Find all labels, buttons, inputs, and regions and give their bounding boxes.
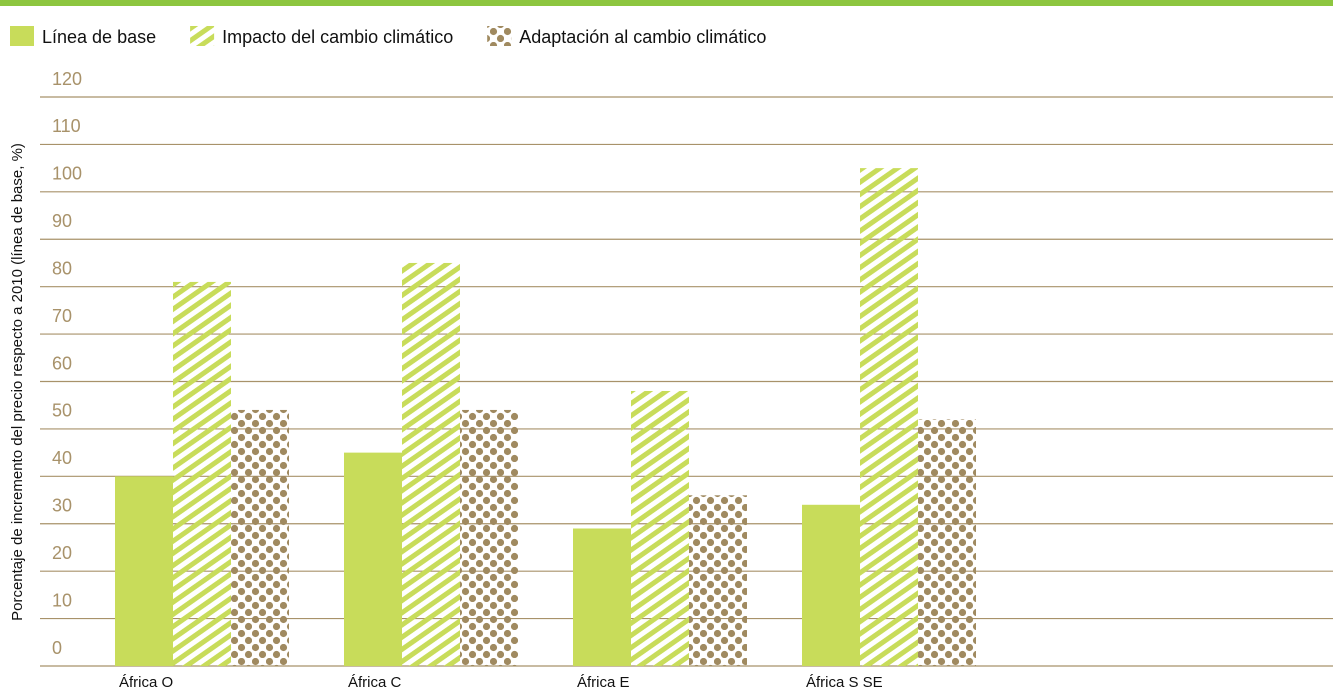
legend-swatch bbox=[487, 26, 512, 46]
y-axis-title: Porcentaje de incremento del precio resp… bbox=[9, 143, 26, 621]
legend-swatch bbox=[10, 26, 34, 46]
y-tick-label: 0 bbox=[52, 638, 62, 658]
bar bbox=[689, 495, 747, 666]
x-tick-label: África O bbox=[119, 674, 173, 691]
bar bbox=[918, 419, 976, 666]
x-tick-label: África E bbox=[577, 674, 630, 691]
bar bbox=[802, 504, 860, 666]
legend-swatch bbox=[190, 26, 215, 46]
x-tick-label: África S SE bbox=[806, 674, 883, 691]
y-tick-label: 110 bbox=[52, 116, 81, 136]
y-tick-label: 20 bbox=[52, 543, 72, 563]
bar bbox=[573, 528, 631, 666]
bar bbox=[460, 409, 518, 666]
x-tick-label: África C bbox=[348, 674, 402, 691]
y-tick-label: 80 bbox=[52, 258, 72, 278]
bar bbox=[231, 409, 289, 666]
bar bbox=[173, 281, 231, 666]
y-tick-label: 70 bbox=[52, 306, 72, 326]
y-tick-label: 30 bbox=[52, 496, 72, 516]
bar bbox=[631, 390, 689, 666]
y-tick-label: 90 bbox=[52, 211, 72, 231]
bar bbox=[115, 476, 173, 666]
y-tick-label: 10 bbox=[52, 590, 72, 610]
legend-label: Impacto del cambio climático bbox=[222, 27, 453, 47]
y-tick-label: 60 bbox=[52, 353, 72, 373]
bar bbox=[402, 262, 460, 666]
top-band bbox=[0, 0, 1333, 6]
y-tick-label: 120 bbox=[52, 69, 82, 89]
y-tick-label: 100 bbox=[52, 164, 82, 184]
legend-label: Línea de base bbox=[42, 27, 156, 47]
y-tick-label: 40 bbox=[52, 448, 72, 468]
bar bbox=[860, 168, 918, 666]
bar bbox=[344, 452, 402, 666]
legend-label: Adaptación al cambio climático bbox=[519, 27, 766, 47]
y-tick-label: 50 bbox=[52, 401, 72, 421]
